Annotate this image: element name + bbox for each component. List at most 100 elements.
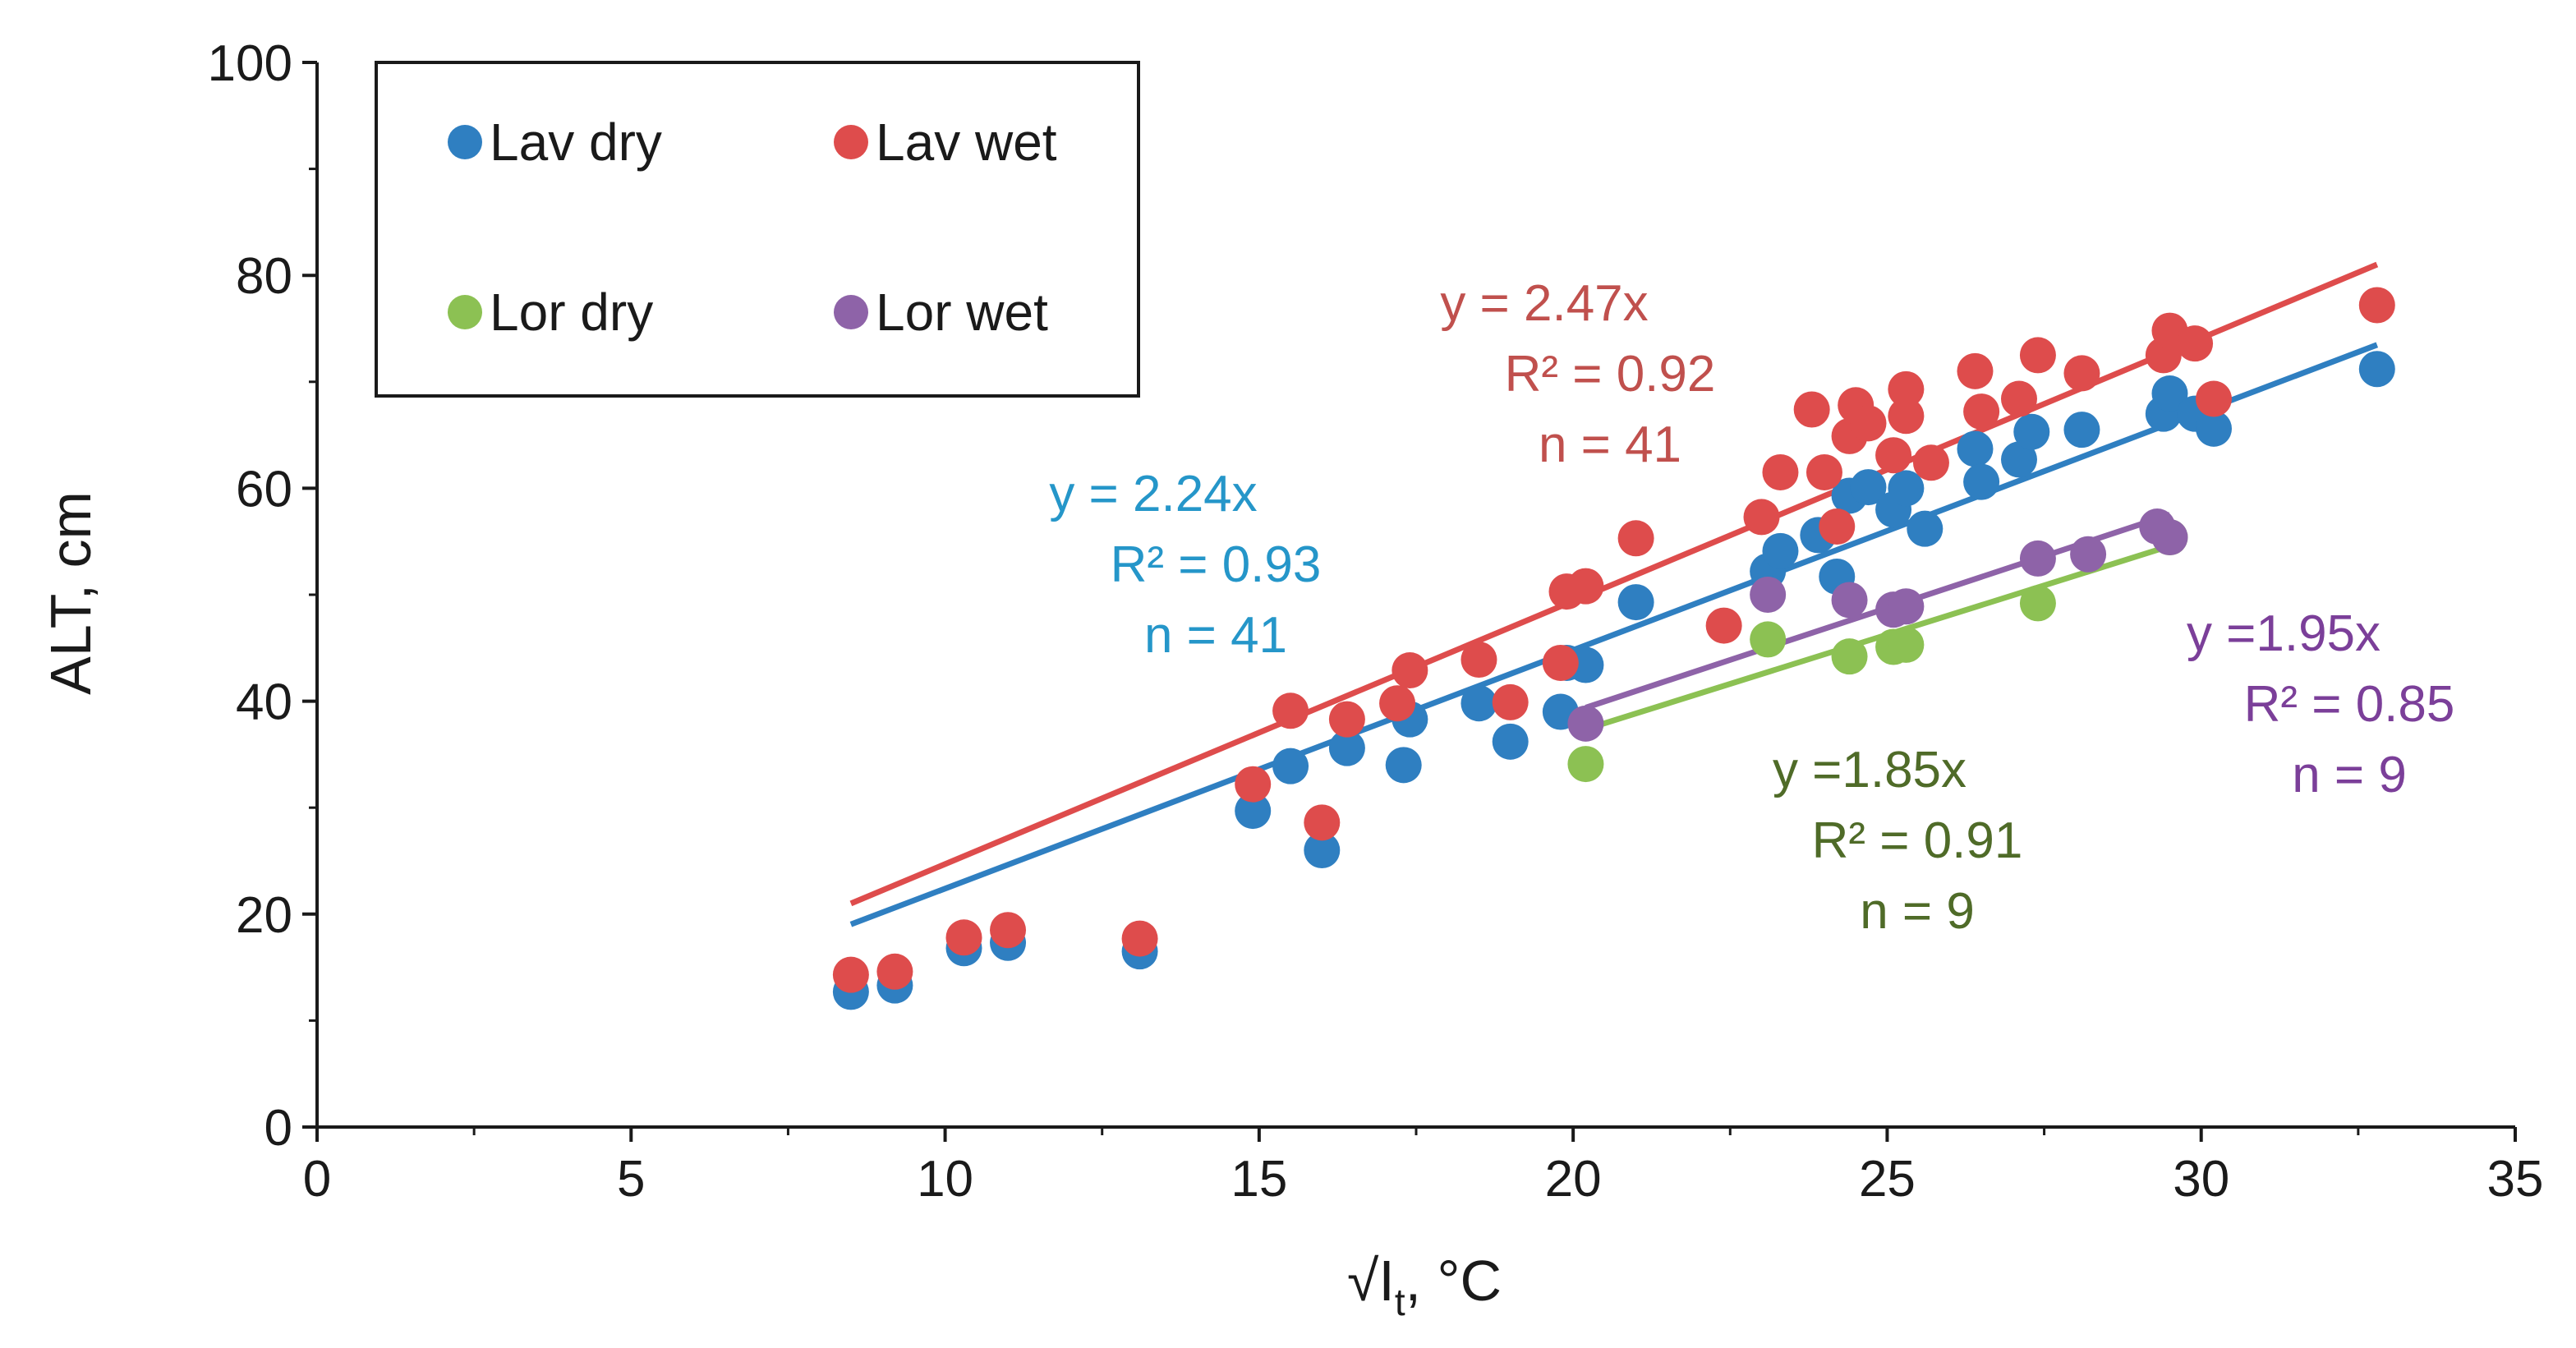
point-lav-wet [2063, 355, 2100, 392]
point-lav-dry [2000, 441, 2037, 478]
point-lav-wet [1328, 701, 1365, 738]
point-lav-wet [1492, 683, 1529, 720]
point-lav-dry [2063, 412, 2100, 449]
legend-marker-lor-wet [834, 295, 868, 329]
legend-label-lav-dry: Lav dry [490, 113, 662, 172]
point-lav-dry [1460, 685, 1497, 722]
annotation-lav-dry: y = 2.24x R² = 0.93 n = 41 [1049, 466, 1321, 664]
point-lav-dry [2151, 375, 2188, 412]
point-lav-wet [2000, 380, 2037, 417]
point-lav-wet [2019, 337, 2056, 374]
point-lav-wet [1567, 568, 1604, 605]
point-lav-wet [1888, 370, 1925, 407]
legend-label-lor-dry: Lor dry [490, 283, 653, 342]
point-lav-dry [1888, 470, 1925, 507]
point-lav-dry [1492, 723, 1529, 760]
point-lor-wet [1831, 582, 1868, 619]
annotation-lav-dry-r2: R² = 0.93 [1111, 536, 1322, 593]
point-lav-wet [945, 919, 982, 956]
point-lav-dry [1963, 463, 2000, 500]
x-tick-label: 0 [303, 1151, 331, 1208]
y-axis-title: ALT, cm [39, 491, 103, 695]
point-lav-wet [1121, 920, 1158, 957]
point-lav-dry [1957, 430, 1994, 467]
annotation-lor-dry: y =1.85x R² = 0.91 n = 9 [1773, 742, 2022, 940]
points-layer [832, 287, 2395, 1010]
point-lor-dry [1750, 621, 1787, 658]
point-lav-wet [1460, 642, 1497, 679]
legend: Lav dry Lav wet Lor dry Lor wet [375, 61, 1140, 398]
point-lav-wet [1542, 644, 1579, 681]
y-tick-label: 20 [236, 887, 292, 944]
trendline-lav-dry [849, 342, 2379, 927]
point-lor-wet [1750, 577, 1787, 613]
point-lav-wet [1617, 520, 1654, 557]
point-lor-dry [1567, 746, 1604, 783]
point-lav-dry [1328, 729, 1365, 766]
legend-marker-lav-dry [448, 125, 482, 159]
point-lav-wet [1392, 652, 1428, 689]
annotation-lor-wet-r2: R² = 0.85 [2244, 676, 2455, 733]
point-lav-wet [1888, 398, 1925, 435]
point-lav-dry [1235, 793, 1272, 830]
legend-item-lav-wet: Lav wet [834, 113, 1057, 172]
legend-marker-lav-wet [834, 125, 868, 159]
point-lav-dry [1762, 532, 1799, 569]
x-axis-title: √It, °C [1347, 1249, 1502, 1323]
point-lor-wet [1567, 705, 1604, 742]
y-tick-label: 60 [236, 461, 292, 518]
series-lor-wet [1567, 508, 2188, 742]
x-tick-label: 35 [2487, 1151, 2544, 1208]
legend-marker-lor-dry [448, 295, 482, 329]
point-lor-wet [2070, 536, 2107, 573]
legend-label-lor-wet: Lor wet [876, 283, 1048, 342]
x-tick-label: 10 [917, 1151, 973, 1208]
trendline-lor-dry [1585, 543, 2171, 733]
x-tick-label: 30 [2173, 1151, 2229, 1208]
point-lav-wet [1762, 453, 1799, 490]
legend-item-lav-dry: Lav dry [448, 113, 662, 172]
point-lav-wet [1379, 685, 1416, 722]
annotation-lor-wet: y =1.95x R² = 0.85 n = 9 [2187, 605, 2454, 803]
point-lav-dry [1907, 510, 1944, 547]
x-tick-label: 5 [617, 1151, 645, 1208]
point-lav-dry [2358, 351, 2395, 388]
point-lav-wet [1963, 393, 2000, 430]
point-lav-dry [2196, 410, 2233, 447]
point-lav-dry [1385, 747, 1422, 784]
point-lav-wet [1850, 405, 1887, 442]
point-lav-wet [2358, 287, 2395, 324]
annotation-lav-wet-equation: y = 2.47x [1440, 275, 1648, 332]
y-tick-label: 80 [236, 248, 292, 305]
x-axis-ticks: 0 5 10 15 20 25 30 35 [303, 1127, 2544, 1208]
point-lav-wet [832, 956, 869, 993]
legend-item-lor-dry: Lor dry [448, 283, 653, 342]
point-lav-wet [1957, 352, 1994, 389]
point-lav-dry [2013, 413, 2050, 450]
point-lav-dry [1617, 584, 1654, 621]
point-lav-wet [1806, 453, 1842, 490]
y-tick-label: 0 [264, 1100, 292, 1157]
point-lav-wet [2177, 325, 2214, 362]
point-lav-wet [1875, 437, 1912, 474]
annotation-lav-dry-n: n = 41 [1144, 607, 1287, 664]
point-lav-wet [1705, 607, 1742, 644]
x-tick-label: 15 [1230, 1151, 1287, 1208]
annotation-lor-dry-equation: y =1.85x [1773, 742, 1966, 798]
point-lav-wet [876, 953, 913, 990]
annotation-lav-wet: y = 2.47x R² = 0.92 n = 41 [1440, 275, 1715, 473]
point-lav-wet [1235, 766, 1272, 803]
legend-item-lor-wet: Lor wet [834, 283, 1048, 342]
annotation-lor-dry-n: n = 9 [1860, 883, 1975, 940]
point-lav-dry [1304, 832, 1341, 869]
x-tick-label: 20 [1545, 1151, 1602, 1208]
point-lav-wet [1743, 499, 1780, 536]
x-axis-title-unit: , °C [1405, 1249, 1502, 1313]
annotation-lav-dry-equation: y = 2.24x [1049, 466, 1257, 522]
annotation-lor-dry-r2: R² = 0.91 [1812, 812, 2023, 869]
point-lav-wet [2196, 380, 2233, 417]
point-lor-dry [1831, 638, 1868, 675]
point-lor-wet [2151, 519, 2188, 556]
point-lor-wet [1888, 588, 1925, 625]
